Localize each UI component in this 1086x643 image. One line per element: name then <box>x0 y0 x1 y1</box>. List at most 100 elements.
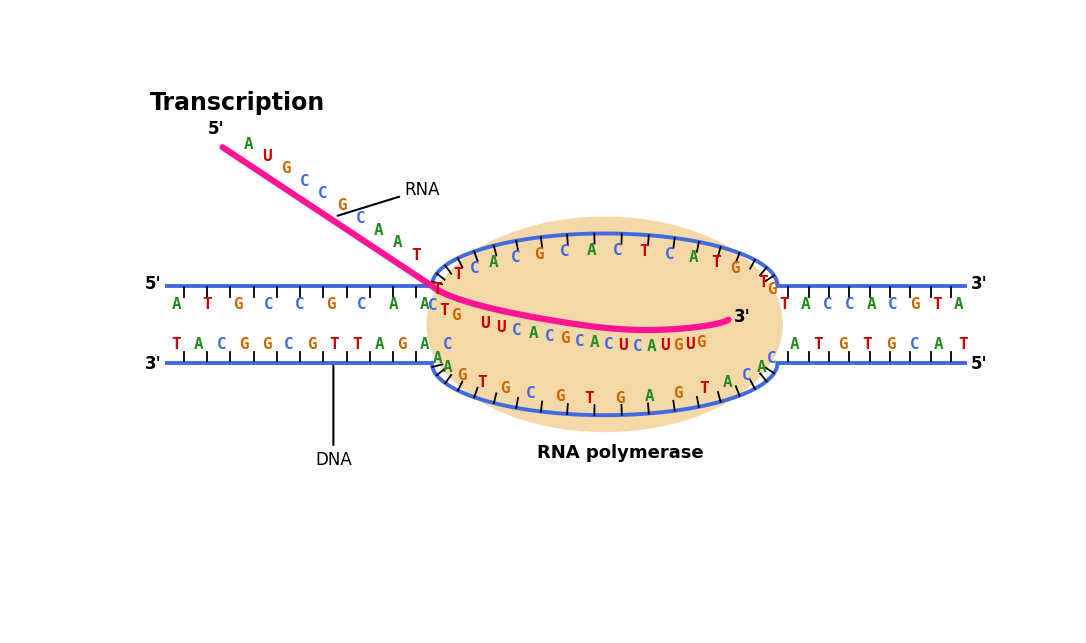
Text: T: T <box>779 297 788 312</box>
Text: C: C <box>560 244 569 259</box>
Text: C: C <box>910 337 920 352</box>
Text: G: G <box>326 297 336 312</box>
Text: G: G <box>457 368 467 383</box>
Text: G: G <box>673 386 683 401</box>
Ellipse shape <box>427 217 783 432</box>
Text: C: C <box>742 368 752 383</box>
Text: A: A <box>529 326 538 341</box>
Text: G: G <box>615 390 624 406</box>
Text: 5': 5' <box>971 356 987 374</box>
Text: T: T <box>699 381 709 396</box>
Text: C: C <box>632 339 642 354</box>
Text: G: G <box>337 198 346 213</box>
Text: C: C <box>510 251 520 266</box>
Text: A: A <box>244 137 253 152</box>
Text: G: G <box>560 331 570 347</box>
Text: A: A <box>393 235 402 250</box>
Text: A: A <box>954 297 963 312</box>
Text: T: T <box>454 267 463 282</box>
Text: G: G <box>500 381 509 396</box>
Text: T: T <box>584 390 594 406</box>
Text: G: G <box>397 337 407 352</box>
Text: 3': 3' <box>144 356 162 374</box>
Text: C: C <box>428 298 438 313</box>
Text: C: C <box>264 297 274 312</box>
Text: A: A <box>757 360 767 375</box>
Text: 3': 3' <box>971 275 987 293</box>
Text: G: G <box>767 282 776 297</box>
Text: 3': 3' <box>734 307 750 325</box>
Text: T: T <box>758 275 768 289</box>
Text: T: T <box>432 282 442 297</box>
Text: G: G <box>534 247 544 262</box>
Text: A: A <box>723 375 732 390</box>
Text: G: G <box>673 338 682 352</box>
Text: RNA: RNA <box>338 181 440 215</box>
Text: U: U <box>480 316 490 331</box>
Text: C: C <box>767 352 776 367</box>
Text: T: T <box>813 337 823 352</box>
Text: C: C <box>614 243 623 258</box>
Text: C: C <box>442 337 452 352</box>
Text: A: A <box>645 389 655 404</box>
Text: T: T <box>477 375 487 390</box>
Text: T: T <box>329 337 339 352</box>
Text: Transcription: Transcription <box>150 91 325 115</box>
Text: G: G <box>452 308 462 323</box>
Text: A: A <box>388 297 397 312</box>
Text: T: T <box>932 297 942 312</box>
Text: C: C <box>888 297 898 312</box>
Text: T: T <box>352 337 362 352</box>
Text: G: G <box>886 337 896 352</box>
Text: C: C <box>544 329 554 344</box>
Text: T: T <box>640 244 649 259</box>
Text: RNA polymerase: RNA polymerase <box>536 444 704 462</box>
Text: T: T <box>202 297 212 312</box>
Text: A: A <box>375 223 383 238</box>
Text: C: C <box>604 337 614 352</box>
Text: C: C <box>822 297 832 312</box>
Text: C: C <box>295 297 305 312</box>
Text: G: G <box>696 335 706 350</box>
Text: A: A <box>172 297 181 312</box>
Text: A: A <box>867 297 876 312</box>
Text: A: A <box>375 337 384 352</box>
Text: 5': 5' <box>209 120 225 138</box>
Text: C: C <box>285 337 294 352</box>
Text: A: A <box>590 336 599 350</box>
Text: G: G <box>281 161 291 176</box>
Text: U: U <box>496 320 506 334</box>
Text: T: T <box>439 303 449 318</box>
Text: G: G <box>555 389 565 404</box>
Text: C: C <box>513 323 521 338</box>
Text: A: A <box>420 337 429 352</box>
Text: T: T <box>172 337 181 352</box>
Text: C: C <box>216 337 226 352</box>
Text: G: G <box>239 337 249 352</box>
Text: A: A <box>193 337 203 352</box>
Text: C: C <box>318 186 328 201</box>
Text: T: T <box>862 337 871 352</box>
Text: C: C <box>355 211 365 226</box>
Text: A: A <box>442 360 452 375</box>
Text: 5': 5' <box>144 275 162 293</box>
Text: G: G <box>730 261 740 276</box>
Text: G: G <box>262 337 272 352</box>
Text: G: G <box>910 297 920 312</box>
Text: A: A <box>790 337 799 352</box>
Text: A: A <box>646 339 656 354</box>
Text: G: G <box>307 337 316 352</box>
Text: C: C <box>357 297 367 312</box>
Text: T: T <box>412 248 421 262</box>
Text: A: A <box>586 243 596 258</box>
Text: A: A <box>419 297 429 312</box>
Text: U: U <box>685 336 695 352</box>
Text: U: U <box>263 149 273 164</box>
Text: A: A <box>800 297 810 312</box>
Text: C: C <box>576 334 585 349</box>
Text: C: C <box>666 247 674 262</box>
Text: DNA: DNA <box>315 366 352 469</box>
Text: G: G <box>233 297 243 312</box>
Text: T: T <box>711 255 721 270</box>
Text: A: A <box>489 255 498 270</box>
